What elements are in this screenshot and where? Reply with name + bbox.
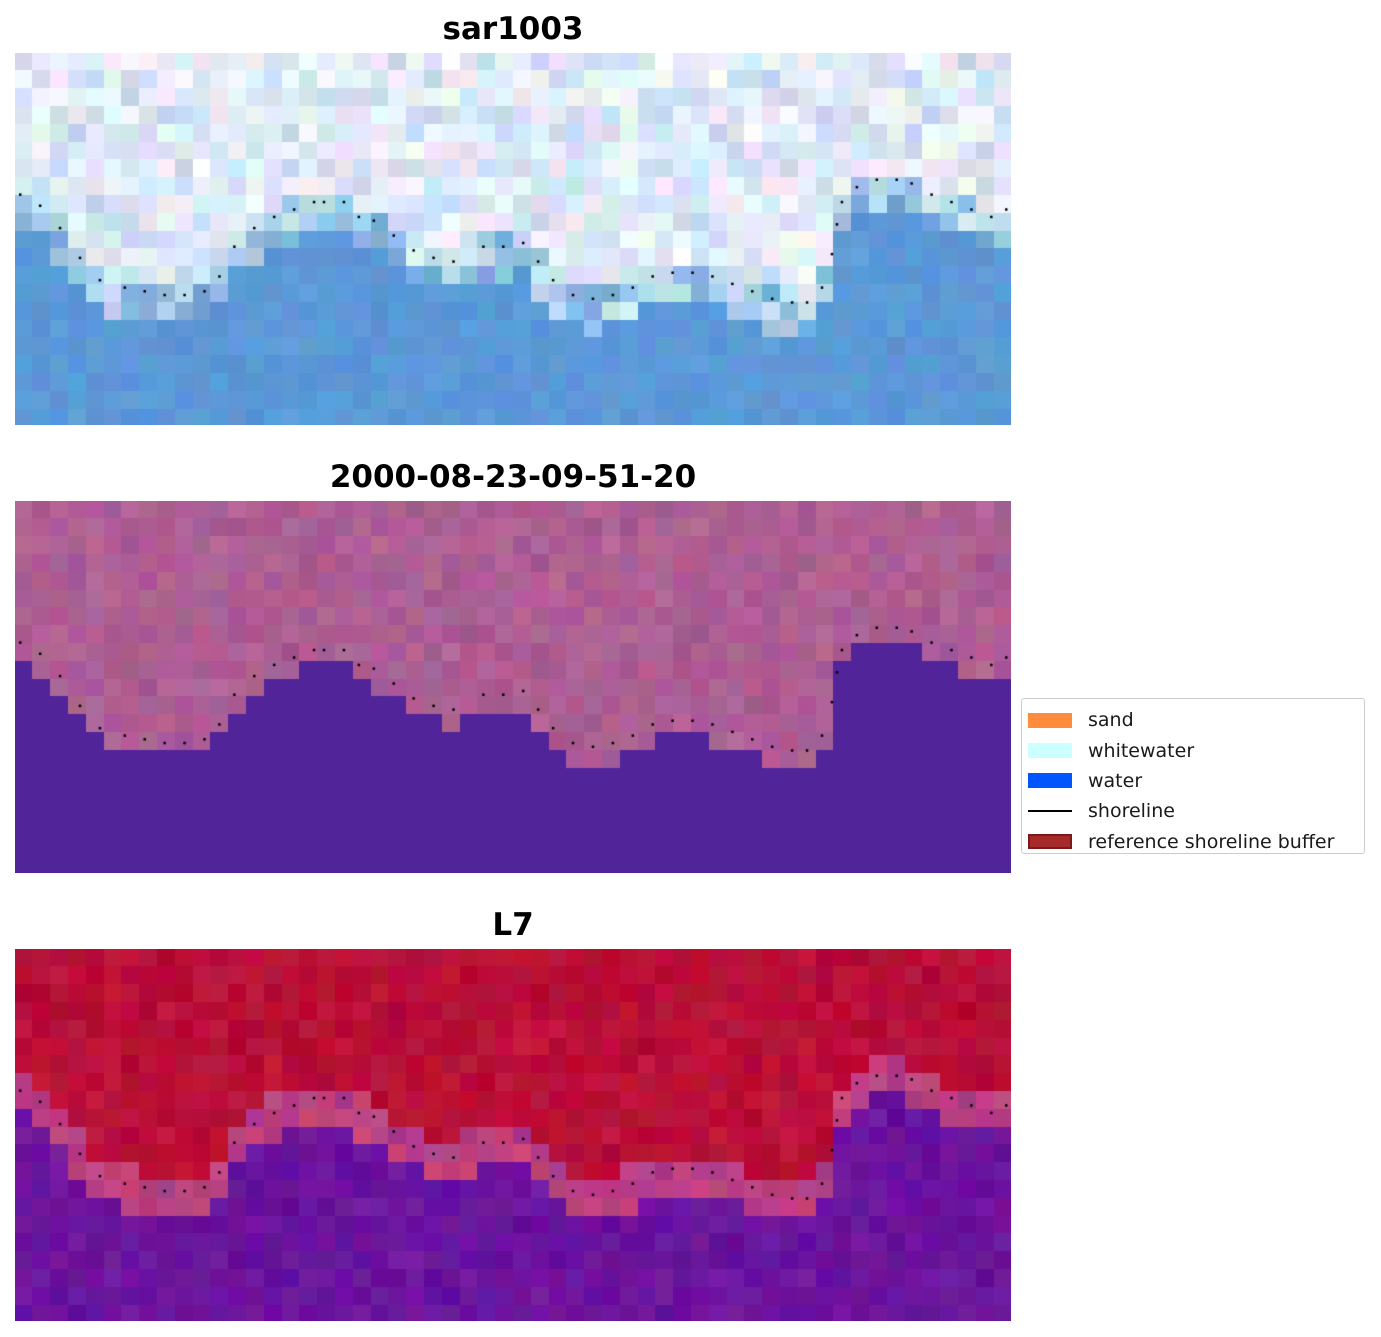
sand-swatch xyxy=(1028,712,1072,728)
legend-item-whitewater: whitewater xyxy=(1028,735,1364,765)
index-image xyxy=(15,949,1011,1321)
classified-image xyxy=(15,501,1011,873)
whitewater-swatch xyxy=(1028,743,1072,759)
legend-item-sand: sand xyxy=(1028,705,1364,735)
legend-label: reference shoreline buffer xyxy=(1088,830,1335,853)
reference-buffer-swatch xyxy=(1028,834,1072,850)
shoreline-line-swatch xyxy=(1028,804,1072,819)
water-swatch xyxy=(1028,773,1072,789)
legend-label: whitewater xyxy=(1088,739,1195,762)
satellite-rgb-image xyxy=(15,53,1011,425)
legend-label: water xyxy=(1088,769,1143,792)
legend: sand whitewater water shoreline referenc… xyxy=(1021,698,1365,854)
panel-title-classified: 2000-08-23-09-51-20 xyxy=(329,459,697,495)
legend-label: shoreline xyxy=(1088,800,1175,823)
legend-label: sand xyxy=(1088,709,1134,732)
legend-item-water: water xyxy=(1028,766,1364,796)
panel-title-index: L7 xyxy=(492,907,534,943)
panel-title-rgb: sar1003 xyxy=(442,11,584,47)
legend-item-shoreline: shoreline xyxy=(1028,796,1364,826)
legend-item-reference-buffer: reference shoreline buffer xyxy=(1028,827,1364,857)
